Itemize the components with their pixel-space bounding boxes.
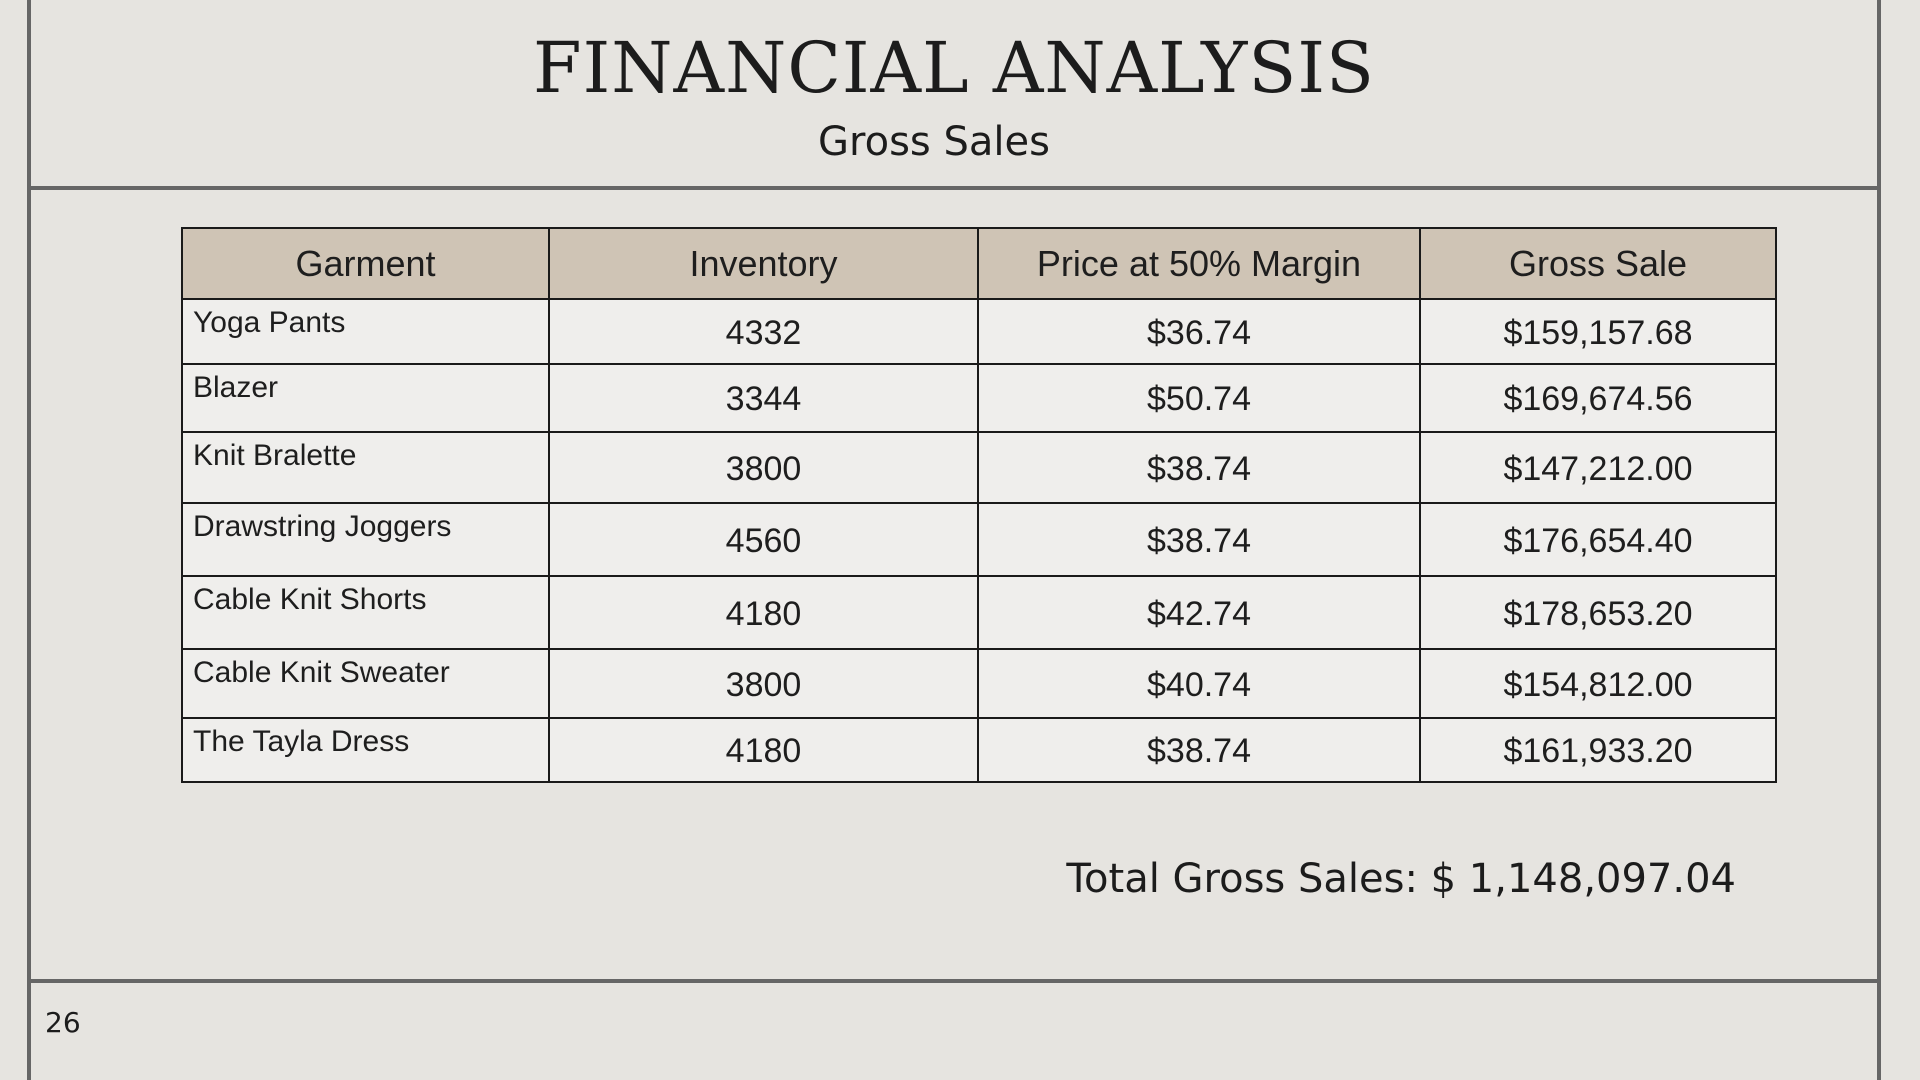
garment-cell: Blazer (181, 363, 550, 433)
gross-sale-cell: $147,212.00 (1419, 431, 1777, 504)
table-row: Drawstring Joggers 4560 $38.74 $176,654.… (181, 502, 1777, 577)
garment-cell: Yoga Pants (181, 298, 550, 365)
table-row: Cable Knit Shorts 4180 $42.74 $178,653.2… (181, 575, 1777, 650)
inventory-cell: 4180 (548, 575, 979, 650)
gross-sale-cell: $176,654.40 (1419, 502, 1777, 577)
garment-cell: Drawstring Joggers (181, 502, 550, 577)
footer-divider (27, 979, 1881, 983)
table-row: Knit Bralette 3800 $38.74 $147,212.00 (181, 431, 1777, 504)
table-row: Yoga Pants 4332 $36.74 $159,157.68 (181, 298, 1777, 365)
gross-sale-cell: $154,812.00 (1419, 648, 1777, 719)
right-frame-line (1877, 0, 1881, 1080)
price-cell: $38.74 (977, 431, 1421, 504)
page-subtitle: Gross Sales (818, 119, 1050, 165)
inventory-cell: 4332 (548, 298, 979, 365)
price-cell: $38.74 (977, 502, 1421, 577)
total-gross-sales: Total Gross Sales: $ 1,148,097.04 (1066, 856, 1736, 902)
left-frame-line (27, 0, 31, 1080)
garment-cell: Cable Knit Sweater (181, 648, 550, 719)
gross-sale-cell: $159,157.68 (1419, 298, 1777, 365)
header-inventory: Inventory (548, 227, 979, 300)
inventory-cell: 3800 (548, 431, 979, 504)
gross-sale-cell: $169,674.56 (1419, 363, 1777, 433)
page-title: FINANCIAL ANALYSIS (533, 27, 1375, 109)
garment-cell: Cable Knit Shorts (181, 575, 550, 650)
inventory-cell: 4180 (548, 717, 979, 783)
price-cell: $38.74 (977, 717, 1421, 783)
header-price: Price at 50% Margin (977, 227, 1421, 300)
table-row: Blazer 3344 $50.74 $169,674.56 (181, 363, 1777, 433)
header-divider (27, 186, 1881, 190)
garment-cell: The Tayla Dress (181, 717, 550, 783)
inventory-cell: 3344 (548, 363, 979, 433)
garment-cell: Knit Bralette (181, 431, 550, 504)
price-cell: $50.74 (977, 363, 1421, 433)
price-cell: $36.74 (977, 298, 1421, 365)
price-cell: $42.74 (977, 575, 1421, 650)
table-row: The Tayla Dress 4180 $38.74 $161,933.20 (181, 717, 1777, 783)
header-garment: Garment (181, 227, 550, 300)
inventory-cell: 3800 (548, 648, 979, 719)
price-cell: $40.74 (977, 648, 1421, 719)
table-row: Cable Knit Sweater 3800 $40.74 $154,812.… (181, 648, 1777, 719)
gross-sales-table-container: Garment Inventory Price at 50% Margin Gr… (181, 227, 1777, 783)
gross-sale-cell: $161,933.20 (1419, 717, 1777, 783)
header-gross-sale: Gross Sale (1419, 227, 1777, 300)
inventory-cell: 4560 (548, 502, 979, 577)
table-header-row: Garment Inventory Price at 50% Margin Gr… (181, 227, 1777, 300)
gross-sales-table: Garment Inventory Price at 50% Margin Gr… (181, 227, 1777, 783)
gross-sale-cell: $178,653.20 (1419, 575, 1777, 650)
page-number: 26 (45, 1006, 81, 1039)
